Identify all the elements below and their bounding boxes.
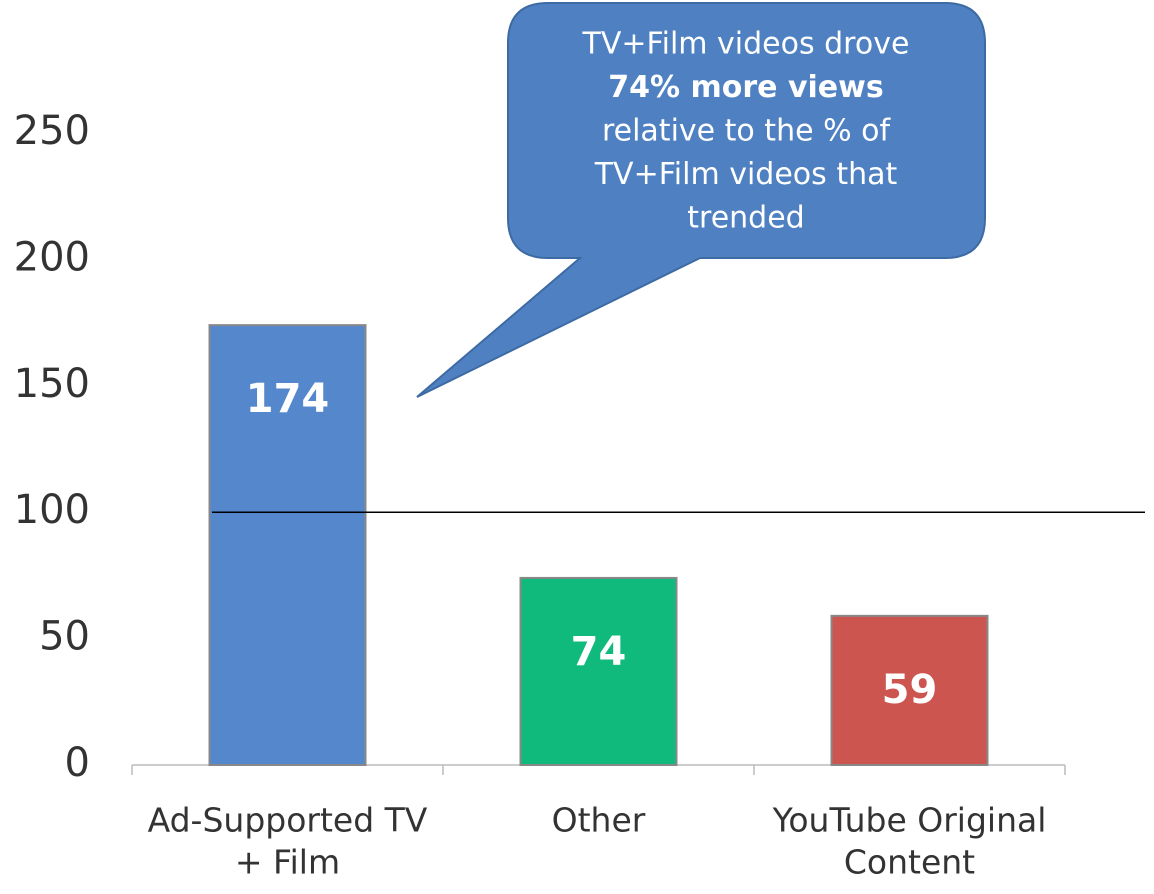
- bar: [830, 614, 989, 767]
- y-tick-label: 200: [14, 234, 90, 280]
- bar: [208, 324, 367, 766]
- annotation: TV+Film videos that: [594, 157, 898, 192]
- annotation: TV+Film videos drove: [582, 27, 910, 62]
- annotation: relative to the % of: [602, 114, 892, 149]
- value-label: 174: [246, 376, 330, 422]
- y-tick-label: 100: [14, 487, 90, 533]
- annotation: 74% more views: [608, 70, 883, 105]
- bar: [519, 576, 678, 766]
- callout: [416, 2, 986, 398]
- x-tick-label: Content: [844, 843, 975, 882]
- y-tick-label: 0: [65, 740, 90, 786]
- y-tick-label: 250: [14, 108, 90, 154]
- y-tick-label: 150: [14, 361, 90, 407]
- x-tick-label: Other: [552, 801, 646, 840]
- x-tick-label: + Film: [235, 843, 340, 882]
- x-tick-label: YouTube Original: [772, 801, 1047, 840]
- x-tick-label: Ad-Supported TV: [148, 801, 428, 840]
- y-tick-label: 50: [39, 614, 90, 660]
- value-label: 74: [571, 629, 627, 675]
- value-label: 59: [882, 667, 938, 713]
- annotation: trended: [687, 201, 804, 236]
